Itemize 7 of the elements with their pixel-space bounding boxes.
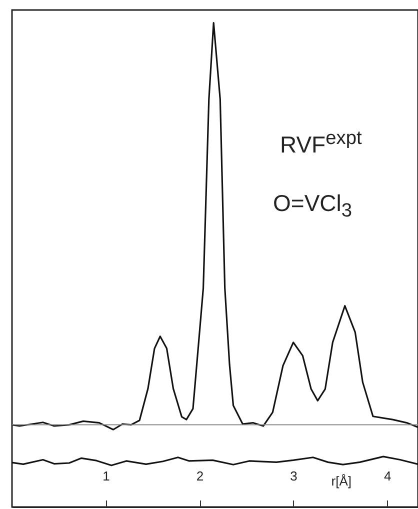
x-tick-label: 3 bbox=[290, 468, 298, 484]
x-tick-label: 2 bbox=[196, 468, 204, 484]
x-tick-label: 1 bbox=[102, 468, 110, 484]
x-axis-title: r[Å] bbox=[331, 474, 352, 488]
annotation: RVF$^{expt}$ bbox=[280, 128, 362, 159]
x-tick-label: 4 bbox=[384, 468, 392, 484]
annotation: O=VCl$_{3}$ bbox=[273, 190, 352, 223]
